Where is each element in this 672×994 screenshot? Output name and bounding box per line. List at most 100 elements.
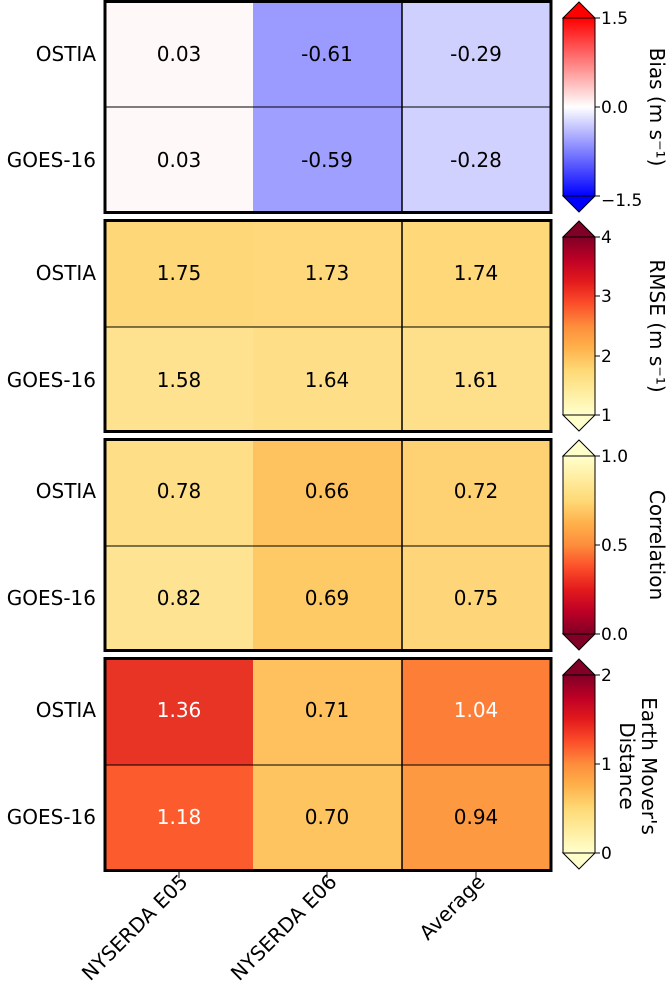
correlation-panel: 0.78 0.66 0.72 0.82 0.69 0.75 OSTIA GOES… [7, 438, 553, 652]
value-label: 1.36 [157, 698, 202, 722]
emd-colorbar: 2 1 0 Earth Mover's Distance [561, 658, 661, 870]
cell-emd-ostia-avg [402, 657, 551, 765]
panel-border [103, 0, 553, 214]
value-label: 1.64 [305, 368, 350, 392]
column-label-average: Average [414, 870, 489, 945]
cell-bias-goes-avg [402, 107, 551, 213]
cell-corr-goes-e05 [105, 546, 253, 652]
x-axis: NYSERDA E05 NYSERDA E06 Average [77, 870, 490, 986]
colorbar-extend-max [561, 1, 597, 19]
colorbar-tick-label: 0 [601, 844, 612, 864]
cell-rmse-goes-avg [402, 327, 551, 433]
colorbar-tick-label: 2 [601, 347, 612, 367]
bias-colorbar: 1.5 0.0 −1.5 Bias (m s⁻¹) [561, 1, 669, 213]
row-label-goes16: GOES-16 [7, 368, 96, 392]
colorbar-tick-label: 2 [601, 666, 612, 686]
rmse-colorbar: 4 3 2 1 RMSE (m s⁻¹) [561, 220, 669, 432]
correlation-colorbar: 1.0 0.5 0.0 Correlation [561, 439, 669, 651]
colorbar-tick-label: 1 [601, 406, 612, 426]
value-label: 0.66 [305, 479, 350, 503]
colorbar-tick-label: 0.0 [601, 98, 628, 118]
value-label: -0.28 [450, 148, 502, 172]
value-label: -0.29 [450, 42, 502, 66]
value-label: 0.75 [454, 586, 499, 610]
rmse-panel: 1.75 1.73 1.74 1.58 1.64 1.61 OSTIA GOES… [7, 219, 553, 433]
cell-bias-goes-e05 [105, 107, 253, 213]
cell-rmse-goes-e05 [105, 327, 253, 433]
colorbar-tick-label: 1.5 [601, 9, 628, 29]
row-label-ostia: OSTIA [36, 698, 97, 722]
column-label-e05: NYSERDA E05 [77, 870, 193, 986]
colorbar-label: Bias (m s⁻¹) [645, 48, 669, 167]
colorbar-tick-label: 1 [601, 755, 612, 775]
colorbar-gradient [562, 236, 596, 416]
cell-bias-goes-e06 [253, 107, 402, 213]
colorbar-tick-label: 0.0 [601, 625, 628, 645]
value-label: 1.58 [157, 368, 202, 392]
value-label: 0.03 [157, 42, 202, 66]
cell-bias-ostia-avg [402, 0, 551, 107]
emd-panel: 1.36 0.71 1.04 1.18 0.70 0.94 OSTIA GOES… [7, 657, 553, 872]
value-label: 1.74 [454, 261, 499, 285]
value-label: 1.75 [157, 261, 202, 285]
value-label: 1.04 [454, 698, 499, 722]
cell-rmse-ostia-e06 [253, 219, 402, 327]
value-label: 0.71 [305, 698, 350, 722]
colorbar-extend-max [561, 658, 597, 676]
cell-corr-goes-e06 [253, 546, 402, 652]
cell-emd-ostia-e06 [253, 657, 402, 765]
colorbar-extend-max [561, 220, 597, 238]
row-label-goes16: GOES-16 [7, 805, 96, 829]
value-label: 0.94 [454, 805, 499, 829]
cell-emd-goes-avg [402, 765, 551, 872]
colorbar-gradient [562, 17, 596, 197]
colorbar-extend-min [561, 633, 597, 651]
row-label-ostia: OSTIA [36, 42, 97, 66]
cell-rmse-ostia-e05 [105, 219, 253, 327]
colorbar-tick-label: 0.5 [601, 536, 628, 556]
bias-panel: 0.03 -0.61 -0.29 0.03 -0.59 -0.28 OSTIA … [7, 0, 553, 214]
colorbar-extend-max [561, 439, 597, 457]
colorbar-extend-min [561, 414, 597, 432]
panel-border [103, 438, 553, 652]
panel-border [103, 219, 553, 433]
value-label: 0.82 [157, 586, 202, 610]
colorbar-label: RMSE (m s⁻¹) [645, 259, 669, 392]
value-label: 0.72 [454, 479, 499, 503]
column-label-e06: NYSERDA E06 [226, 870, 342, 986]
colorbar-gradient [562, 455, 596, 635]
colorbar-extend-min [561, 852, 597, 870]
value-label: 0.03 [157, 148, 202, 172]
row-label-ostia: OSTIA [36, 261, 97, 285]
colorbar-extend-min [561, 195, 597, 213]
value-label: -0.59 [301, 148, 353, 172]
colorbar-tick-label: 1.0 [601, 447, 628, 467]
value-label: 1.73 [305, 261, 350, 285]
colorbar-label-line2: Distance [615, 722, 639, 809]
cell-rmse-goes-e06 [253, 327, 402, 433]
value-label: -0.61 [301, 42, 353, 66]
cell-corr-ostia-e05 [105, 438, 253, 546]
cell-emd-goes-e06 [253, 765, 402, 872]
value-label: 0.69 [305, 586, 350, 610]
cell-bias-ostia-e06 [253, 0, 402, 107]
cell-corr-ostia-e06 [253, 438, 402, 546]
cell-emd-goes-e05 [105, 765, 253, 872]
cell-corr-ostia-avg [402, 438, 551, 546]
cell-rmse-ostia-avg [402, 219, 551, 327]
colorbar-gradient [562, 674, 596, 854]
colorbar-label-line1: Earth Mover's [637, 697, 661, 835]
row-label-goes16: GOES-16 [7, 148, 96, 172]
value-label: 1.61 [454, 368, 499, 392]
cell-bias-ostia-e05 [105, 0, 253, 107]
colorbar-tick-label: 3 [601, 287, 612, 307]
value-label: 0.78 [157, 479, 202, 503]
colorbar-label: Correlation [645, 490, 669, 600]
colorbar-tick-label: 4 [601, 228, 612, 248]
value-label: 0.70 [305, 805, 350, 829]
cell-emd-ostia-e05 [105, 657, 253, 765]
row-label-goes16: GOES-16 [7, 586, 96, 610]
panel-border [103, 657, 553, 872]
cell-corr-goes-avg [402, 546, 551, 652]
value-label: 1.18 [157, 805, 202, 829]
